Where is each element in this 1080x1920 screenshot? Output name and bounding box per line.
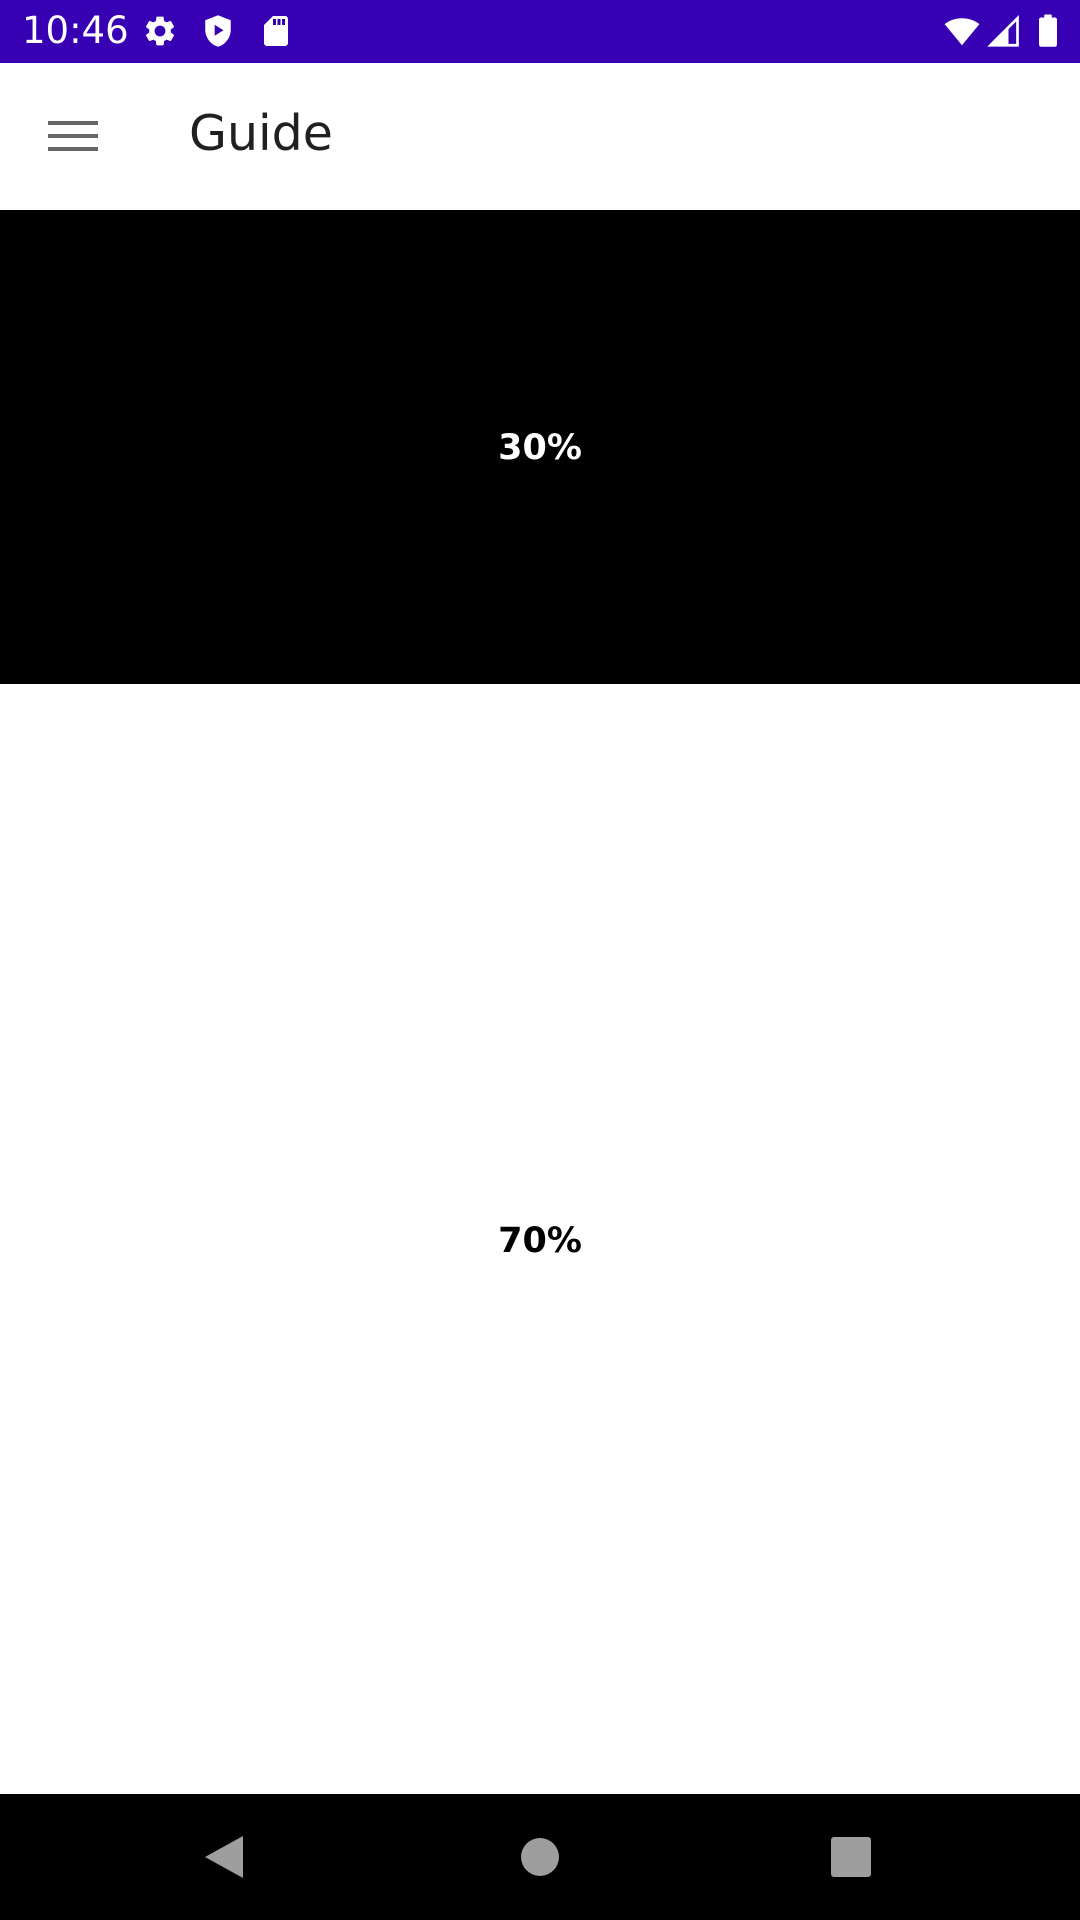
- status-bar: 10:46: [0, 0, 1080, 63]
- settings-icon: [145, 16, 175, 46]
- navigation-bar: [0, 1794, 1080, 1920]
- recents-icon: [831, 1837, 871, 1877]
- bottom-section-70: 70%: [0, 684, 1080, 1794]
- home-button[interactable]: [495, 1812, 585, 1902]
- sd-card-icon: [264, 16, 288, 46]
- status-time: 10:46: [22, 9, 129, 52]
- top-percentage-label: 30%: [498, 428, 582, 468]
- cell-signal-icon: [987, 14, 1019, 47]
- app-bar: Guide: [0, 63, 1080, 210]
- hamburger-menu-icon: [48, 121, 98, 151]
- recents-button[interactable]: [806, 1812, 896, 1902]
- bottom-percentage-label: 70%: [498, 1221, 582, 1261]
- top-section-30: 30%: [0, 210, 1080, 684]
- shield-play-icon: [205, 15, 231, 47]
- back-icon: [205, 1836, 243, 1878]
- page-title: Guide: [189, 105, 333, 162]
- menu-button[interactable]: [28, 87, 118, 177]
- wifi-icon: [944, 18, 980, 46]
- back-button[interactable]: [180, 1812, 270, 1902]
- home-icon: [521, 1838, 559, 1876]
- battery-icon: [1039, 14, 1057, 47]
